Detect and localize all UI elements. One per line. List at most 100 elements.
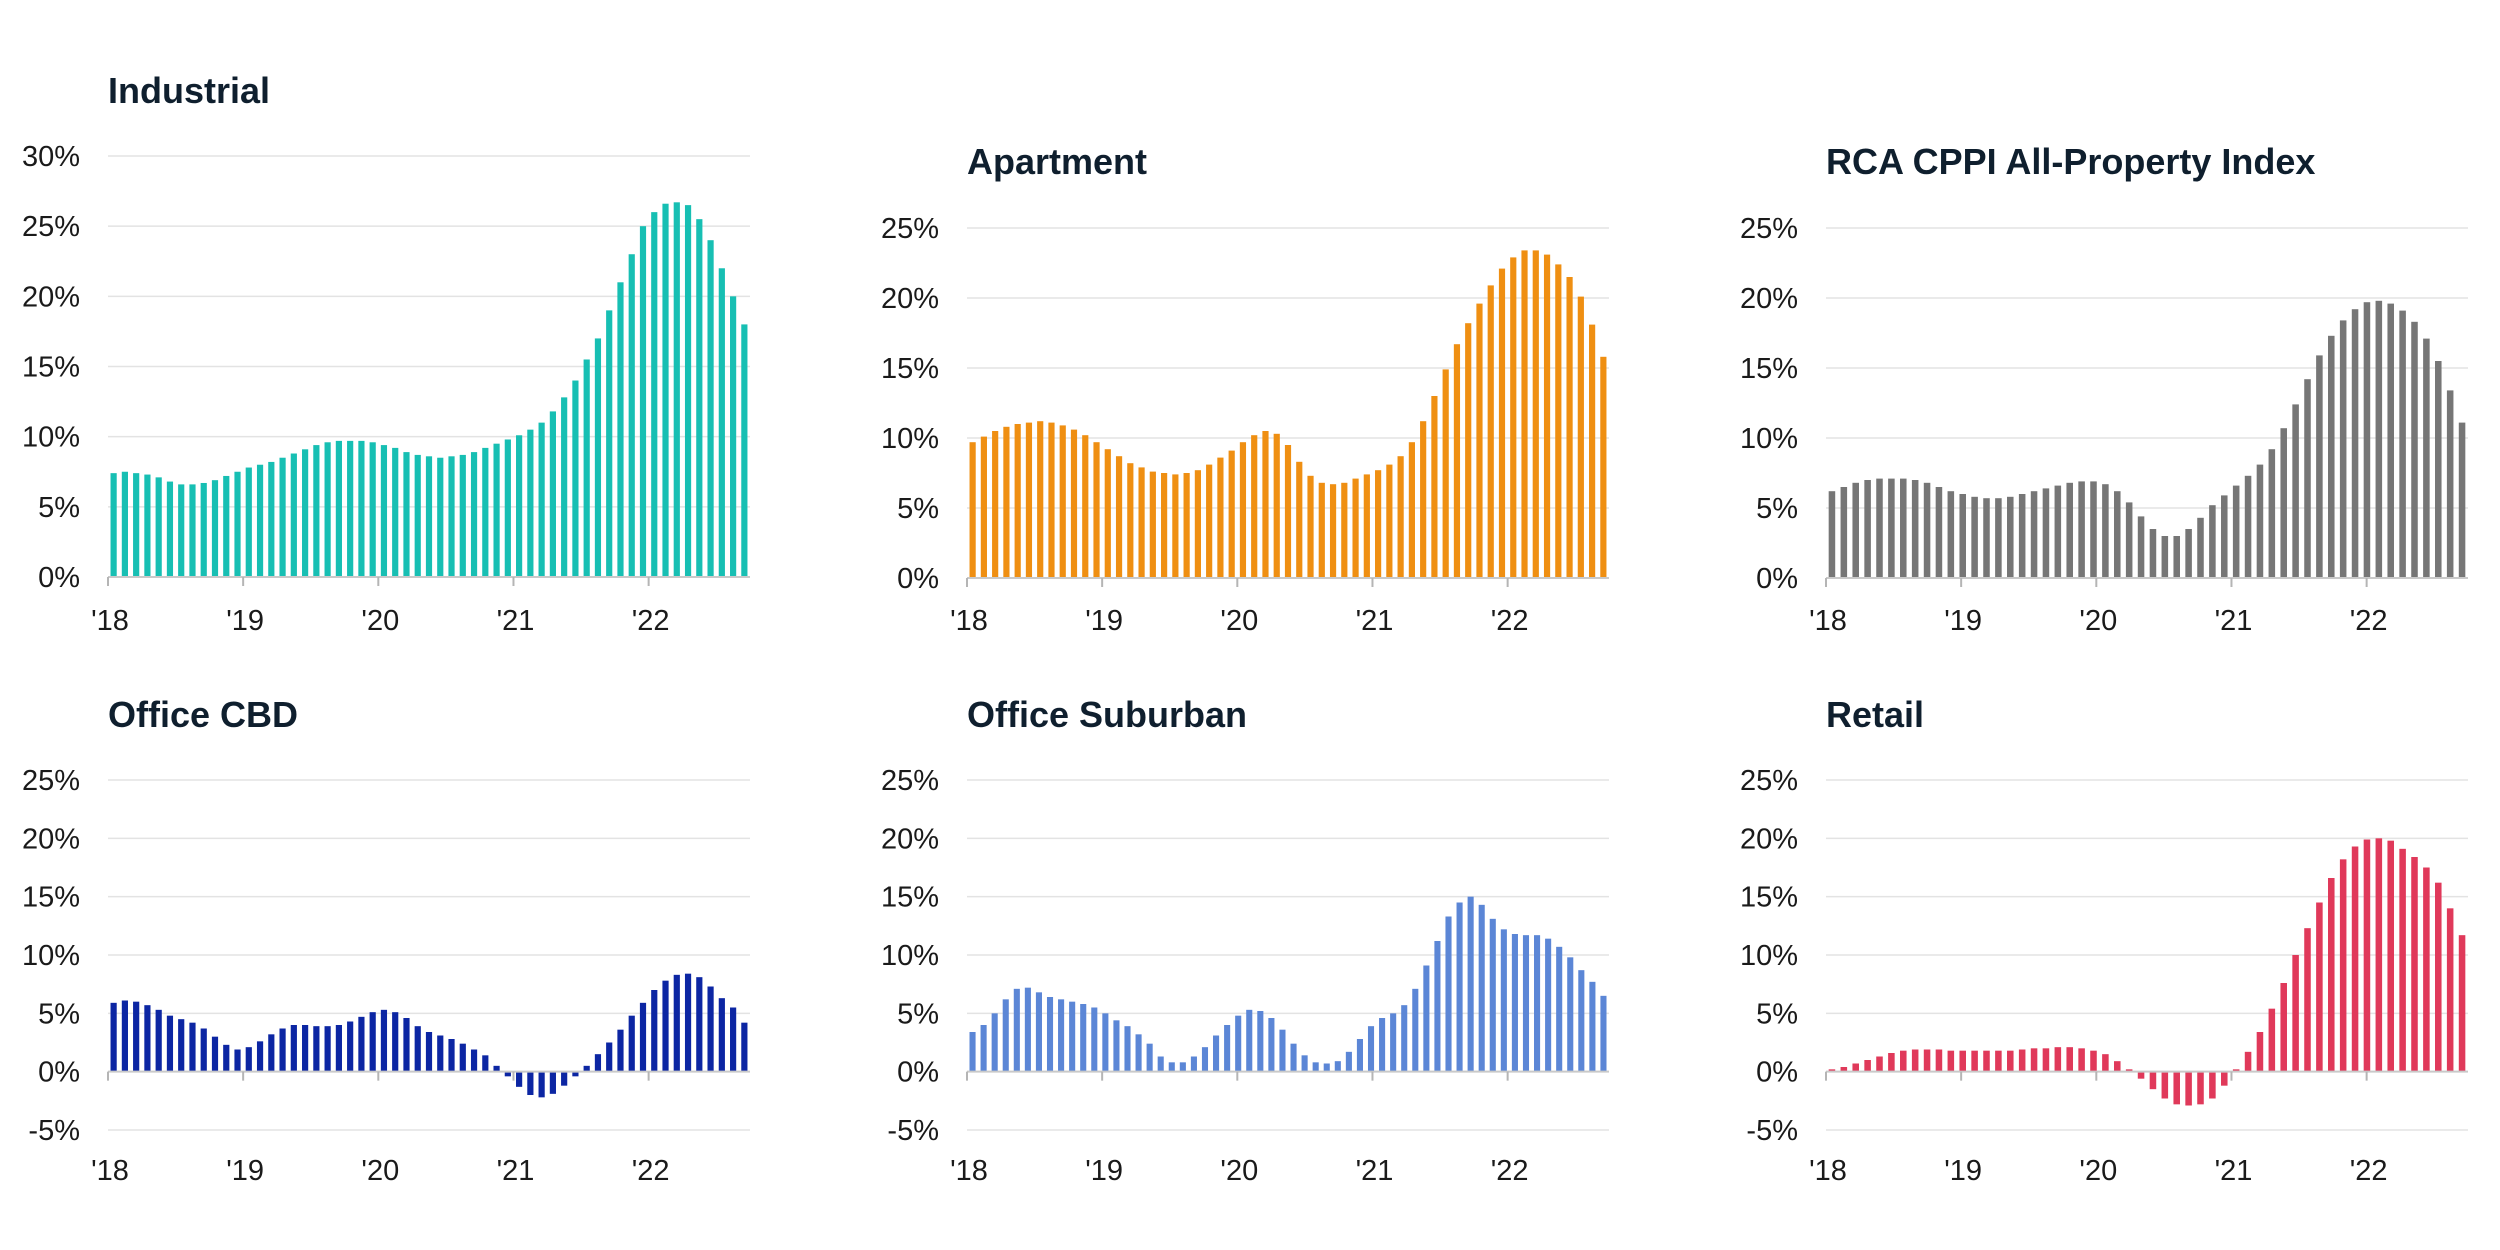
- bar: [538, 1071, 545, 1098]
- bar: [1888, 478, 1895, 578]
- bar: [2209, 505, 2216, 578]
- bar: [347, 1021, 354, 1072]
- chart-title: Industrial: [108, 70, 270, 111]
- bar: [606, 310, 613, 577]
- bar: [1172, 474, 1179, 578]
- y-tick-label: 0%: [38, 562, 80, 594]
- bar: [1589, 324, 1596, 578]
- y-tick-label: 10%: [22, 940, 80, 972]
- y-tick-label: 15%: [1740, 882, 1798, 914]
- y-tick-label: 10%: [881, 423, 939, 455]
- x-tick-label: '20: [2079, 605, 2117, 637]
- chart-panel-apartment: Apartment 0% 5% 10% 15% 20% 25% '18 '19 '20 '21 '22: [881, 141, 1609, 637]
- bar: [234, 1049, 241, 1072]
- bar: [504, 439, 511, 577]
- bar: [2125, 1069, 2133, 1072]
- chart-panel-retail: Retail -5% 0% 5% 10% 15% 20% 25% '18 '19 '20 '21 '22: [1740, 694, 2468, 1187]
- bar: [470, 452, 478, 577]
- y-tick-label: 20%: [1740, 823, 1798, 855]
- bar: [279, 457, 286, 577]
- bar: [178, 484, 185, 577]
- bar: [549, 411, 556, 577]
- y-tick-label: 20%: [1740, 283, 1798, 315]
- chart-title: Office CBD: [108, 694, 298, 735]
- bar: [1386, 464, 1393, 578]
- bar: [2256, 464, 2264, 578]
- bar: [1959, 494, 1966, 578]
- x-tick-label: '22: [632, 605, 670, 637]
- bar: [425, 456, 433, 577]
- bar: [2221, 1071, 2228, 1086]
- bar: [980, 1025, 987, 1072]
- bar: [1947, 1050, 1955, 1072]
- bar: [1329, 484, 1337, 578]
- bar: [2030, 1048, 2038, 1072]
- bar: [1257, 1011, 1264, 1072]
- bar: [1900, 478, 1907, 578]
- bar: [1069, 1001, 1076, 1072]
- bar: [2078, 1048, 2085, 1072]
- bar: [403, 1018, 410, 1072]
- bar: [279, 1028, 286, 1072]
- bar: [662, 203, 669, 577]
- bar: [121, 1000, 128, 1072]
- bar: [313, 1026, 320, 1072]
- bar: [1146, 1043, 1153, 1072]
- bar: [1476, 303, 1483, 578]
- bar: [166, 1015, 174, 1072]
- bar: [673, 202, 680, 577]
- bar: [1246, 1009, 1253, 1072]
- bar: [1959, 1050, 1966, 1072]
- x-tick-label: '20: [361, 605, 399, 637]
- bar: [1522, 935, 1530, 1072]
- bar: [1888, 1053, 1895, 1072]
- bar: [1375, 470, 1382, 578]
- bar: [1138, 467, 1145, 578]
- y-tick-label: 20%: [22, 823, 80, 855]
- y-tick-label: 0%: [38, 1057, 80, 1089]
- bar: [1013, 988, 1020, 1072]
- bar: [1228, 450, 1235, 578]
- bar: [1995, 1050, 2002, 1072]
- bar: [1487, 285, 1494, 578]
- bar: [549, 1071, 556, 1094]
- bar: [2114, 1061, 2121, 1072]
- bar: [2339, 320, 2347, 578]
- bar: [651, 212, 658, 577]
- bar: [1093, 442, 1100, 578]
- bar: [200, 1028, 207, 1072]
- y-tick-label: 5%: [38, 998, 80, 1030]
- bar: [628, 254, 635, 578]
- bar: [1423, 965, 1430, 1072]
- bar: [2232, 485, 2240, 578]
- bar: [651, 990, 658, 1072]
- bar: [2161, 536, 2169, 578]
- bar: [1983, 1050, 1990, 1072]
- bar: [155, 1009, 162, 1072]
- x-tick-label: '22: [1491, 605, 1529, 637]
- bar: [493, 1065, 500, 1072]
- bar: [290, 1025, 297, 1072]
- bar: [1578, 970, 1585, 1072]
- bar: [1345, 1051, 1352, 1072]
- bar: [1589, 981, 1596, 1072]
- bar: [1567, 957, 1574, 1072]
- bar: [392, 1012, 399, 1072]
- x-tick-label: '19: [1944, 1155, 1982, 1187]
- bar: [1511, 934, 1518, 1072]
- y-tick-label: 10%: [22, 422, 80, 454]
- bar: [741, 1022, 748, 1072]
- bar: [1201, 1047, 1209, 1072]
- bar: [245, 1047, 252, 1072]
- bar: [2149, 529, 2157, 578]
- bar: [741, 324, 748, 577]
- bar: [2256, 1032, 2264, 1072]
- chart-title: Office Suburban: [967, 694, 1247, 735]
- bar: [2090, 481, 2097, 578]
- bar: [1431, 396, 1438, 578]
- bar: [2066, 482, 2073, 578]
- bar: [1545, 938, 1552, 1072]
- bar: [2137, 516, 2145, 578]
- y-tick-label: 25%: [22, 765, 80, 797]
- bar: [2268, 1008, 2276, 1072]
